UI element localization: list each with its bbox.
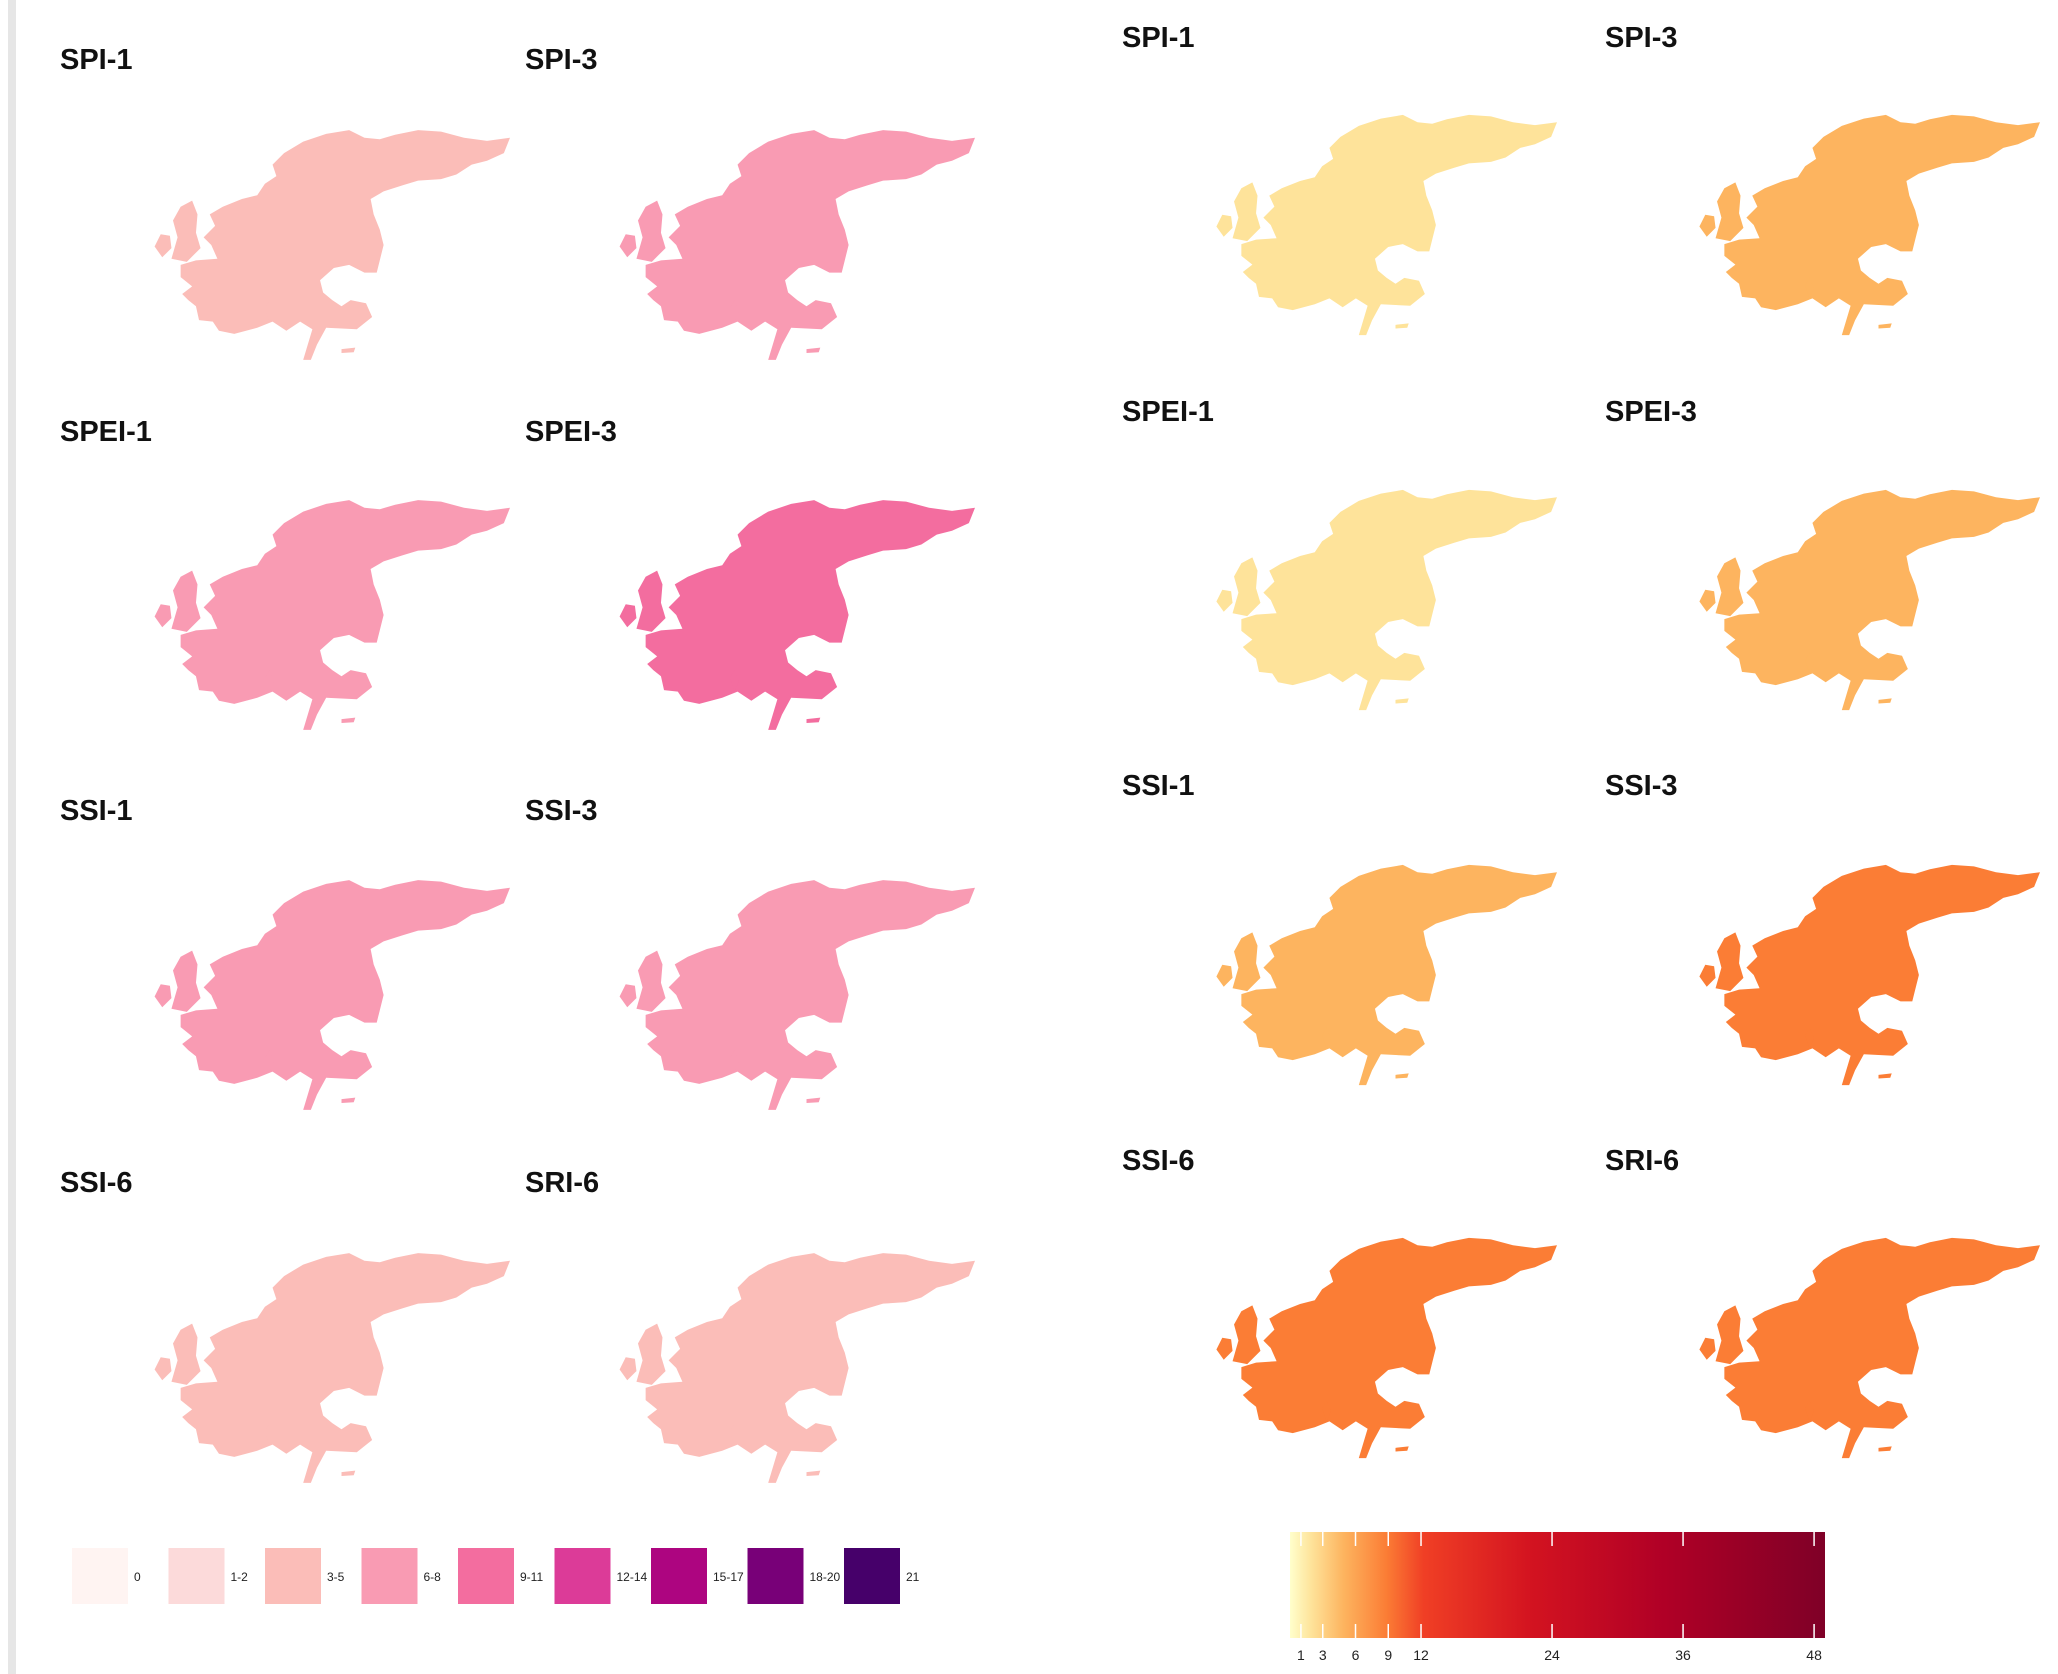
legend-swatch-7 (747, 1548, 804, 1604)
map-left-ssi6 (96, 1253, 510, 1483)
panel-title-right-spi1: SPI-1 (1122, 22, 1195, 54)
colorbar-tick-label-4: 12 (1413, 1647, 1429, 1663)
panel-title-left-spei3: SPEI-3 (525, 416, 617, 448)
panel-title-left-spi1: SPI-1 (60, 44, 133, 76)
legend-swatch-6 (651, 1548, 707, 1604)
legend-label-0: 0 (134, 1570, 141, 1584)
map-right-sri6 (1644, 1237, 2041, 1459)
map-right-spei1 (1161, 489, 1558, 711)
panel-title-left-ssi6: SSI-6 (60, 1167, 133, 1199)
map-left-spi1 (97, 130, 510, 360)
colorbar-tick-label-0: 1 (1297, 1647, 1305, 1663)
legend-label-1: 1-2 (231, 1570, 249, 1584)
legend-swatch-2 (265, 1548, 321, 1604)
map-left-spi3 (562, 130, 975, 360)
right-colorbar-legend: 1 3 6 9 12 24 36 48 (1290, 1532, 1825, 1663)
map-left-spei1-land (150, 500, 510, 730)
legend-label-2: 3-5 (327, 1570, 345, 1584)
left-category-legend: 0 1-2 3-5 6-8 9-11 12-14 15-17 18-20 21 (72, 1548, 920, 1604)
panel-title-right-ssi3: SSI-3 (1605, 770, 1678, 802)
map-right-ssi3-land (1695, 864, 2040, 1086)
colorbar-tick-label-6: 36 (1675, 1647, 1691, 1663)
right-map-grid (1160, 114, 2041, 1459)
colorbar-gradient (1290, 1532, 1825, 1638)
colorbar-tick-label-1: 3 (1319, 1647, 1327, 1663)
colorbar-tick-label-3: 9 (1384, 1647, 1392, 1663)
map-right-spi1-land (1212, 114, 1557, 336)
map-right-spi3-land (1695, 114, 2040, 336)
map-left-sri6-land (615, 1253, 975, 1483)
legend-swatch-3 (361, 1548, 418, 1604)
map-right-ssi3 (1645, 864, 2041, 1086)
panel-title-right-sri6: SRI-6 (1605, 1145, 1680, 1177)
map-right-spei1-land (1212, 489, 1557, 711)
legend-label-7: 18-20 (810, 1570, 841, 1584)
map-left-spei3 (562, 500, 975, 730)
map-right-spi1 (1160, 114, 1558, 336)
panel-title-right-ssi1: SSI-1 (1122, 770, 1195, 802)
panel-title-left-ssi3: SSI-3 (525, 795, 598, 827)
legend-swatch-5 (554, 1548, 611, 1604)
map-left-ssi3-land (615, 880, 975, 1110)
panel-title-right-spei1: SPEI-1 (1122, 396, 1214, 428)
panel-title-right-spei3: SPEI-3 (1605, 396, 1697, 428)
panel-title-left-sri6: SRI-6 (525, 1167, 600, 1199)
legend-swatch-0 (72, 1548, 128, 1604)
map-right-ssi6-land (1212, 1237, 1557, 1459)
colorbar-tick-label-2: 6 (1352, 1647, 1360, 1663)
map-left-ssi1 (97, 880, 510, 1110)
left-divider (8, 0, 16, 1674)
panel-title-right-spi3: SPI-3 (1605, 22, 1678, 54)
map-right-ssi6 (1160, 1237, 1558, 1459)
map-left-spi3-land (615, 130, 975, 360)
map-right-sri6-land (1695, 1237, 2040, 1459)
panel-title-left-spi3: SPI-3 (525, 44, 598, 76)
panel-title-right-ssi6: SSI-6 (1122, 1145, 1195, 1177)
map-left-spei1 (97, 500, 510, 730)
left-map-grid (96, 130, 975, 1483)
map-left-spei3-land (615, 500, 975, 730)
legend-label-4: 9-11 (520, 1570, 543, 1584)
legend-label-8: 21 (906, 1570, 920, 1584)
map-right-spi3 (1647, 114, 2041, 336)
map-right-spei3 (1643, 489, 2040, 711)
legend-swatch-1 (168, 1548, 225, 1604)
map-right-spei3-land (1695, 489, 2040, 711)
panel-title-left-ssi1: SSI-1 (60, 795, 133, 827)
legend-label-3: 6-8 (424, 1570, 442, 1584)
colorbar-tick-label-5: 24 (1544, 1647, 1560, 1663)
legend-swatch-8 (844, 1548, 900, 1604)
map-left-ssi3 (561, 880, 975, 1110)
colorbar-tick-label-7: 48 (1806, 1647, 1822, 1663)
map-left-ssi6-land (150, 1253, 510, 1483)
legend-swatch-4 (458, 1548, 514, 1604)
map-left-spi1-land (150, 130, 510, 360)
map-right-ssi1 (1161, 864, 1558, 1086)
panel-title-left-spei1: SPEI-1 (60, 416, 152, 448)
legend-label-5: 12-14 (617, 1570, 648, 1584)
map-left-sri6 (562, 1253, 975, 1483)
legend-label-6: 15-17 (713, 1570, 744, 1584)
map-left-ssi1-land (150, 880, 510, 1110)
map-right-ssi1-land (1212, 864, 1557, 1086)
